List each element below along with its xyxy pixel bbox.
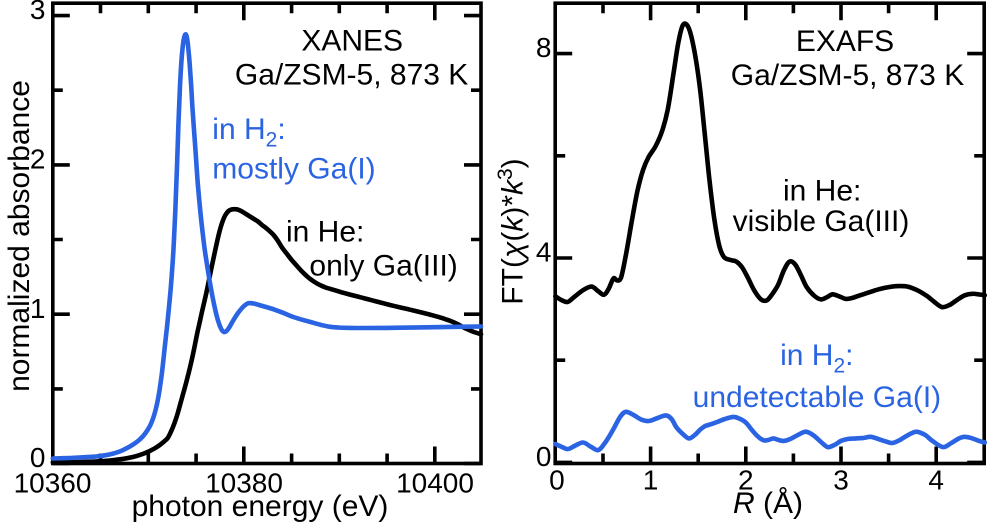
svg-text:normalized absorbance: normalized absorbance bbox=[3, 80, 36, 392]
svg-text:3: 3 bbox=[30, 0, 46, 25]
svg-text:in H2:: in H2: bbox=[212, 113, 285, 152]
svg-text:10360: 10360 bbox=[14, 468, 92, 499]
svg-text:in He:: in He: bbox=[783, 175, 861, 208]
svg-text:1: 1 bbox=[643, 465, 659, 496]
svg-text:Ga/ZSM-5, 873 K: Ga/ZSM-5, 873 K bbox=[235, 59, 468, 92]
svg-text:mostly Ga(I): mostly Ga(I) bbox=[212, 153, 375, 186]
svg-text:photon energy (eV): photon energy (eV) bbox=[132, 490, 389, 523]
svg-text:in H2:: in H2: bbox=[780, 339, 853, 378]
svg-text:4: 4 bbox=[536, 237, 552, 268]
svg-text:0: 0 bbox=[536, 441, 552, 472]
svg-text:Ga/ZSM-5, 873 K: Ga/ZSM-5, 873 K bbox=[731, 59, 964, 92]
svg-text:in He:: in He: bbox=[286, 216, 364, 249]
svg-text:10380: 10380 bbox=[205, 468, 283, 499]
svg-text:0: 0 bbox=[549, 465, 565, 496]
svg-text:only Ga(III): only Ga(III) bbox=[309, 250, 457, 283]
svg-text:0: 0 bbox=[30, 442, 46, 473]
svg-text:1: 1 bbox=[30, 293, 46, 324]
svg-text:visible Ga(III): visible Ga(III) bbox=[733, 205, 910, 238]
svg-text:3: 3 bbox=[833, 465, 849, 496]
svg-text:EXAFS: EXAFS bbox=[796, 25, 894, 58]
svg-text:undetectable Ga(I): undetectable Ga(I) bbox=[693, 381, 941, 414]
svg-text:XANES: XANES bbox=[301, 24, 403, 57]
svg-text:4: 4 bbox=[928, 465, 944, 496]
svg-text:2: 2 bbox=[738, 465, 754, 496]
svg-text:FT(χ(k)*k3): FT(χ(k)*k3) bbox=[494, 158, 530, 304]
svg-text:2: 2 bbox=[30, 144, 46, 175]
svg-text:R (Å): R (Å) bbox=[733, 487, 803, 520]
svg-text:10400: 10400 bbox=[396, 468, 474, 499]
svg-text:8: 8 bbox=[536, 32, 552, 63]
